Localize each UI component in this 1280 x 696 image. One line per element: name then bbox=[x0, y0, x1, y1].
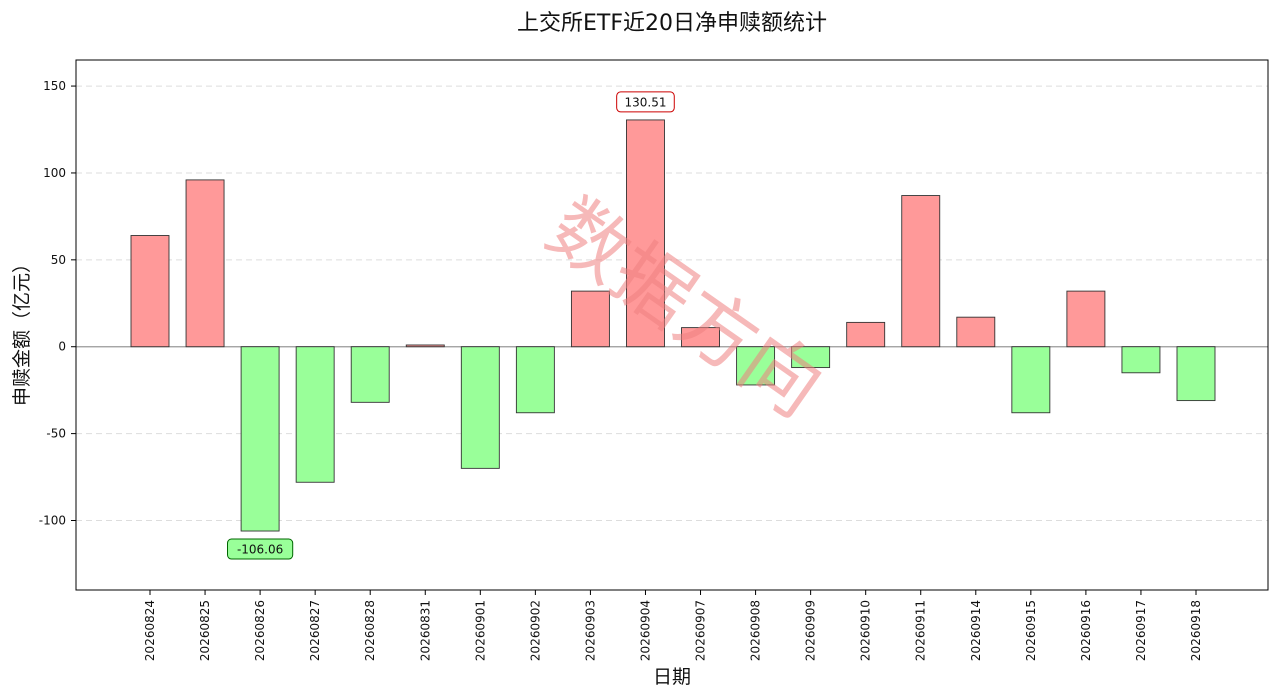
bar bbox=[1176, 346, 1216, 402]
y-tick-label: 50 bbox=[51, 253, 66, 267]
annotation-label: 130.51 bbox=[624, 95, 666, 109]
x-tick-label: 20260902 bbox=[528, 600, 542, 661]
bar bbox=[570, 290, 610, 348]
chart-title: 上交所ETF近20日净申赎额统计 bbox=[517, 11, 827, 36]
plot-frame bbox=[75, 59, 1269, 591]
y-axis-ticks: -100 -50 0 50 100 150 bbox=[39, 79, 76, 527]
bar bbox=[130, 235, 170, 348]
y-tick-label: -100 bbox=[39, 513, 66, 527]
x-tick-label: 20260828 bbox=[363, 600, 377, 661]
bar bbox=[791, 346, 831, 369]
x-tick-label: 20260914 bbox=[969, 600, 983, 661]
bar bbox=[901, 195, 941, 348]
y-tick-label: 0 bbox=[58, 340, 66, 354]
x-tick-label: 20260908 bbox=[749, 600, 763, 661]
bar bbox=[681, 327, 720, 348]
x-tick-label: 20260915 bbox=[1024, 600, 1038, 661]
bar bbox=[515, 346, 555, 414]
y-axis-label: 申赎金额（亿元） bbox=[11, 254, 33, 406]
x-tick-label: 20260917 bbox=[1134, 600, 1148, 661]
bar bbox=[460, 346, 500, 469]
x-tick-label: 20260901 bbox=[473, 600, 487, 661]
x-tick-label: 20260916 bbox=[1079, 600, 1093, 661]
x-tick-label: 20260831 bbox=[418, 600, 432, 661]
bar bbox=[956, 316, 996, 348]
bar bbox=[405, 344, 445, 348]
bar bbox=[185, 179, 225, 348]
bar bbox=[736, 346, 776, 386]
x-tick-label: 20260910 bbox=[859, 600, 873, 661]
x-tick-label: 20260903 bbox=[583, 600, 597, 661]
x-tick-label: 20260826 bbox=[253, 600, 267, 661]
annotation-box bbox=[616, 91, 675, 113]
bar bbox=[1121, 346, 1161, 374]
x-tick-label: 20260904 bbox=[638, 600, 652, 661]
x-tick-label: 20260918 bbox=[1189, 600, 1203, 661]
x-tick-label: 20260907 bbox=[694, 600, 708, 661]
x-axis-ticks: 20260824 20260825 20260826 20260827 20260828… bbox=[143, 590, 1203, 661]
x-tick-label: 20260909 bbox=[804, 600, 818, 661]
annotation-label: -106.06 bbox=[237, 543, 283, 557]
x-tick-label: 20260825 bbox=[198, 600, 212, 661]
annotation-box bbox=[227, 538, 294, 560]
y-tick-label: -50 bbox=[46, 427, 66, 441]
y-tick-label: 100 bbox=[43, 166, 66, 180]
bar bbox=[240, 346, 280, 532]
bar bbox=[295, 346, 335, 483]
x-tick-label: 20260824 bbox=[143, 600, 157, 661]
x-tick-label: 20260911 bbox=[914, 600, 928, 661]
bars bbox=[130, 119, 1216, 532]
x-tick-label: 20260827 bbox=[308, 600, 322, 661]
annotations: 130.51 -106.06 bbox=[227, 91, 675, 560]
bar bbox=[626, 119, 665, 348]
x-axis-label: 日期 bbox=[653, 666, 691, 688]
bar bbox=[846, 321, 886, 348]
y-tick-label: 150 bbox=[43, 79, 66, 93]
bar bbox=[350, 346, 390, 403]
bar bbox=[1066, 290, 1106, 348]
bar bbox=[1011, 346, 1051, 414]
